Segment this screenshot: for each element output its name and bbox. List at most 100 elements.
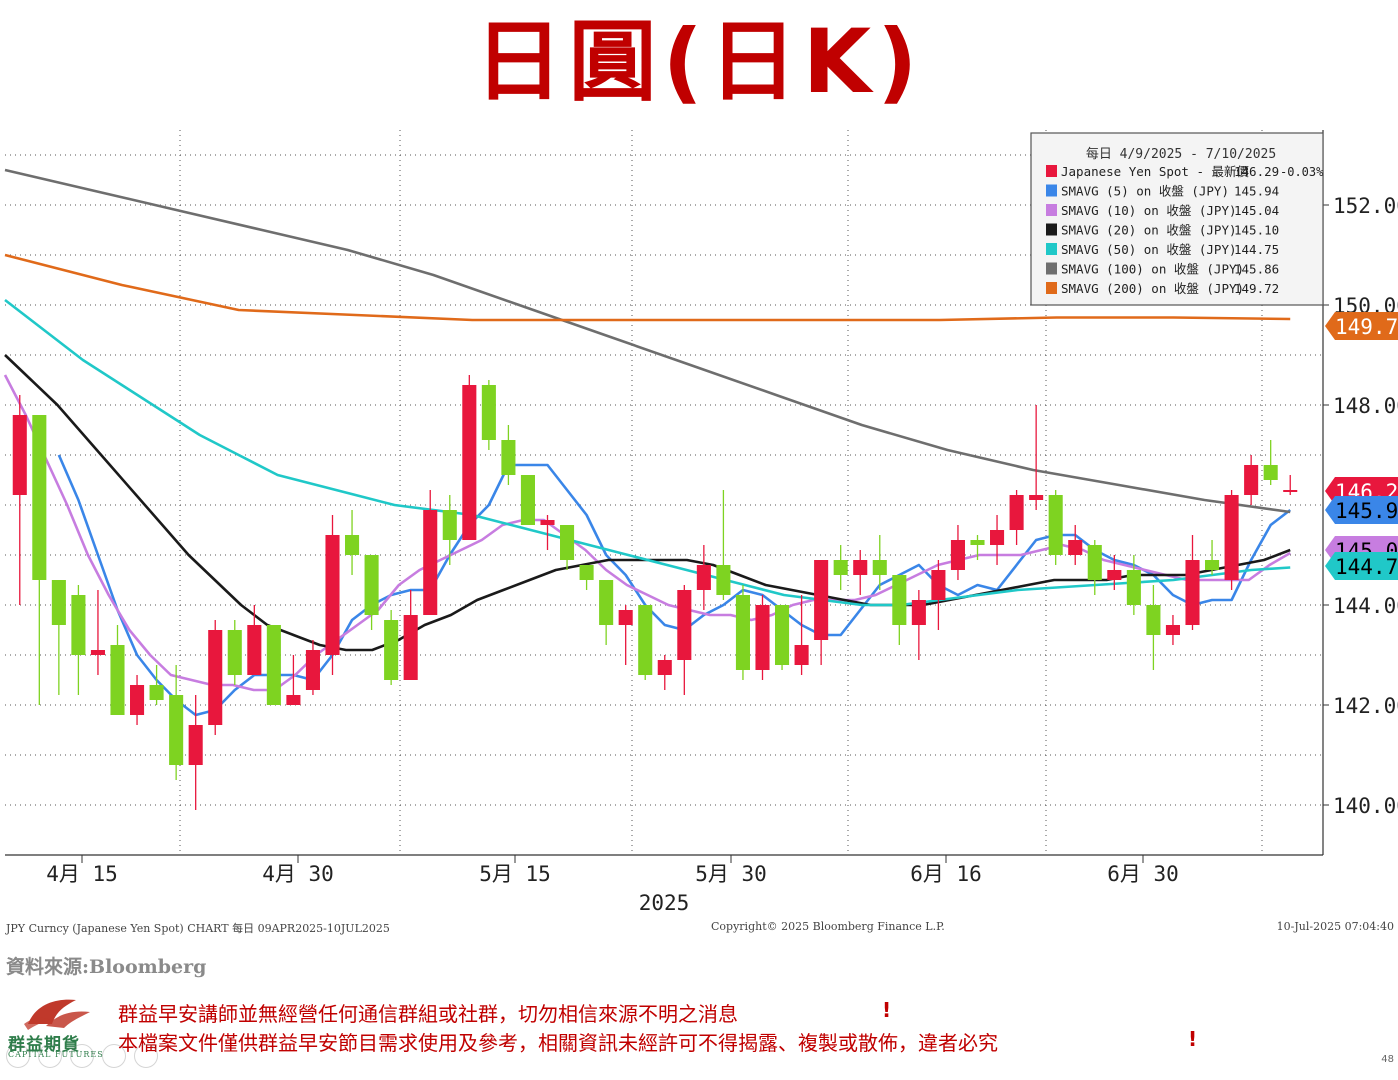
candle-body bbox=[970, 540, 985, 545]
candle bbox=[1087, 540, 1102, 595]
legend-swatch bbox=[1046, 223, 1057, 236]
price-tag-value: 145.94 bbox=[1335, 499, 1398, 523]
candle-body bbox=[1068, 540, 1083, 555]
candle bbox=[775, 605, 790, 670]
x-tick-label: 4月 30 bbox=[262, 862, 334, 886]
candle-body bbox=[247, 625, 262, 675]
disclaimer-line-2: 本檔案文件僅供群益早安節目需求使用及參考，相關資訊未經許可不得揭露、複製或散佈，… bbox=[118, 1031, 998, 1055]
legend-item: SMAVG (100) on 收盤 (JPY)145.86 bbox=[1046, 262, 1279, 277]
candle bbox=[1048, 490, 1063, 565]
candle bbox=[911, 590, 926, 660]
candle bbox=[208, 620, 223, 735]
candle bbox=[716, 490, 731, 600]
candle bbox=[1224, 490, 1239, 590]
candle bbox=[130, 675, 145, 725]
candle bbox=[305, 640, 320, 695]
candle-body bbox=[1224, 495, 1239, 580]
legend-value: 145.86 bbox=[1234, 262, 1279, 277]
candle bbox=[364, 555, 379, 630]
footer-copyright: Copyright© 2025 Bloomberg Finance L.P. bbox=[711, 920, 945, 933]
candle bbox=[755, 595, 770, 680]
candle-body bbox=[599, 580, 614, 625]
candle bbox=[990, 515, 1005, 565]
price-tag-bg bbox=[1325, 312, 1398, 340]
candle bbox=[579, 565, 594, 590]
candle bbox=[638, 605, 653, 680]
candle-body bbox=[560, 525, 575, 560]
ma-line-200 bbox=[4, 253, 1291, 322]
legend-label: SMAVG (10) on 收盤 (JPY) bbox=[1061, 203, 1237, 218]
ma-line-100 bbox=[4, 168, 1291, 514]
legend-item: SMAVG (50) on 收盤 (JPY)144.75 bbox=[1046, 242, 1279, 257]
x-tick-label: 6月 30 bbox=[1107, 862, 1179, 886]
candle bbox=[833, 545, 848, 590]
candle-body bbox=[51, 580, 66, 625]
candle-body bbox=[364, 555, 379, 615]
candle-body bbox=[169, 695, 184, 765]
legend-swatch bbox=[1046, 184, 1057, 197]
capital-futures-logo bbox=[24, 999, 90, 1030]
candle bbox=[1107, 555, 1122, 590]
legend-item: SMAVG (20) on 收盤 (JPY)145.10 bbox=[1046, 223, 1279, 238]
candle bbox=[657, 655, 672, 690]
price-tag: 149.72 bbox=[1325, 312, 1398, 340]
price-tag: 145.94 bbox=[1325, 496, 1398, 524]
candle bbox=[1244, 455, 1259, 505]
more-options-icon[interactable] bbox=[134, 1044, 158, 1068]
candle bbox=[71, 585, 86, 695]
candle-body bbox=[1107, 570, 1122, 580]
pen-icon[interactable] bbox=[70, 1044, 94, 1068]
zoom-icon[interactable] bbox=[102, 1044, 126, 1068]
price-tag-bg bbox=[1325, 552, 1398, 580]
candle bbox=[1146, 585, 1161, 670]
price-tag-value: 149.72 bbox=[1335, 315, 1398, 339]
ma-line-5 bbox=[57, 454, 1292, 717]
source-note: 資料來源:Bloomberg bbox=[6, 956, 207, 978]
candle-body bbox=[325, 535, 340, 655]
candlestick-chart: 140.00142.00144.00148.00150.00152.00 4月 … bbox=[3, 130, 1398, 915]
y-tick-label: 142.00 bbox=[1333, 694, 1398, 718]
candle-body bbox=[735, 595, 750, 670]
candle bbox=[853, 550, 868, 595]
candle bbox=[872, 535, 887, 590]
candle bbox=[1185, 535, 1200, 630]
candle-body bbox=[520, 475, 535, 525]
candle bbox=[286, 655, 301, 705]
candle-body bbox=[1048, 495, 1063, 555]
candle bbox=[247, 605, 262, 675]
candle bbox=[1263, 440, 1278, 485]
slide-toolbar[interactable] bbox=[6, 1044, 158, 1070]
candle-body bbox=[12, 415, 27, 495]
footer-chart-info: JPY Curncy (Japanese Yen Spot) CHART 每日 … bbox=[6, 922, 390, 935]
candle bbox=[90, 590, 105, 675]
candle-body bbox=[305, 650, 320, 690]
candle-body bbox=[227, 630, 242, 675]
candle-body bbox=[345, 535, 360, 555]
candle bbox=[677, 585, 692, 695]
legend-label: SMAVG (20) on 收盤 (JPY) bbox=[1061, 223, 1237, 238]
next-slide-icon[interactable] bbox=[38, 1044, 62, 1068]
legend-value: 145.04 bbox=[1234, 203, 1279, 218]
candle bbox=[618, 605, 633, 665]
prev-slide-icon[interactable] bbox=[6, 1044, 30, 1068]
candle bbox=[32, 415, 47, 705]
candle bbox=[51, 580, 66, 695]
candle-body bbox=[90, 650, 105, 655]
legend-label: SMAVG (100) on 收盤 (JPY) bbox=[1061, 262, 1244, 277]
disclaimer-mark-2: ! bbox=[1188, 1027, 1198, 1051]
candle-body bbox=[775, 605, 790, 665]
candle-body bbox=[1185, 560, 1200, 625]
candle-body bbox=[1283, 490, 1298, 492]
candle-body bbox=[1146, 605, 1161, 635]
x-axis-ticks: 4月 15 4月 30 5月 15 5月 30 6月 16 6月 30 bbox=[46, 855, 1179, 886]
candle bbox=[462, 375, 477, 540]
candle-body bbox=[462, 385, 477, 540]
legend-item: SMAVG (5) on 收盤 (JPY) 145.94 bbox=[1046, 184, 1279, 199]
legend-swatch bbox=[1046, 165, 1057, 177]
ma-line-50 bbox=[4, 298, 1291, 607]
candle-body bbox=[755, 605, 770, 670]
candle bbox=[540, 515, 555, 550]
candle bbox=[325, 515, 340, 675]
footer-timestamp: 10-Jul-2025 07:04:40 bbox=[1276, 920, 1394, 933]
